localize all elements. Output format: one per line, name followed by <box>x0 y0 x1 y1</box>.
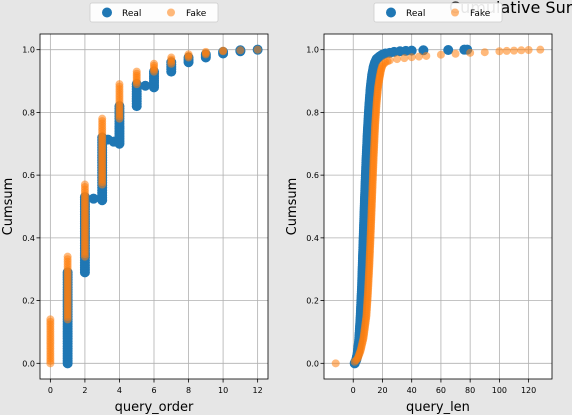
data-point <box>466 48 475 57</box>
x-tick-label: 0 <box>48 386 53 395</box>
x-tick-label: 4 <box>117 386 122 395</box>
data-point <box>150 59 158 68</box>
data-point <box>510 46 518 55</box>
data-point <box>451 49 460 58</box>
legend-marker-real <box>102 7 112 18</box>
legend-marker-real <box>386 7 396 18</box>
y-tick-label: 0.2 <box>22 297 35 306</box>
axes-frame <box>39 33 269 380</box>
legend-box <box>89 2 219 23</box>
x-axis-label: query_len <box>406 400 470 415</box>
data-point <box>400 54 409 63</box>
y-axis-label: Cumsum <box>1 178 16 236</box>
subplot-query-order: 0 2 4 6 8 10 12 0.0 0.2 0.4 0.6 0.8 1.0 query_order Cu… <box>1 2 269 415</box>
legend-box <box>373 2 503 23</box>
data-point <box>443 44 454 55</box>
x-tick-label: 0 <box>351 386 356 395</box>
legend: Real Fake <box>373 2 503 23</box>
data-point <box>140 80 151 91</box>
x-axis-label: query_order <box>115 400 194 415</box>
data-point <box>184 50 193 59</box>
x-tick-label: 80 <box>465 386 475 395</box>
data-point <box>167 53 176 62</box>
x-tick-label: 8 <box>186 386 191 395</box>
y-tick-label: 0.4 <box>22 234 35 243</box>
y-tick-label: 0.8 <box>306 108 319 117</box>
axes-frame <box>323 33 553 380</box>
series-fake <box>331 45 545 368</box>
data-point <box>63 252 72 261</box>
legend-marker-fake <box>451 8 459 17</box>
data-point <box>385 56 394 65</box>
legend-label-fake: Fake <box>186 9 207 19</box>
legend-marker-fake <box>167 8 175 17</box>
data-point <box>415 52 423 61</box>
data-point <box>393 55 402 64</box>
x-tick-label: 6 <box>151 386 156 395</box>
x-tick-label: 40 <box>407 386 417 395</box>
data-point <box>524 45 533 54</box>
data-point <box>236 46 245 55</box>
data-point <box>436 50 445 59</box>
legend-label-fake: Fake <box>470 9 491 19</box>
y-tick-label: 0.6 <box>22 171 35 180</box>
x-tick-label: 12 <box>253 386 263 395</box>
x-tick-label: 60 <box>436 386 446 395</box>
data-point <box>406 45 417 56</box>
x-tick-label: 120 <box>521 386 536 395</box>
x-tick-label: 20 <box>377 386 387 395</box>
y-tick-label: 0.0 <box>22 359 35 368</box>
y-tick-label: 0.4 <box>306 234 319 243</box>
data-point <box>115 80 124 89</box>
data-point <box>80 180 89 189</box>
data-point <box>495 47 504 56</box>
data-point <box>502 46 511 55</box>
data-point <box>331 359 340 368</box>
y-tick-label: 0.2 <box>306 297 319 306</box>
legend: Real Fake <box>89 2 219 23</box>
data-point <box>480 48 489 57</box>
subplot-query-len: 0 20 40 60 80 100 120 0.0 0.2 0.4 0.6 0.8 1.0 query_l… <box>285 2 553 415</box>
x-tick-label: 2 <box>82 386 87 395</box>
data-point <box>253 45 262 54</box>
y-tick-label: 0.0 <box>306 359 319 368</box>
y-tick-label: 0.6 <box>306 171 319 180</box>
series-fake <box>46 45 262 368</box>
data-point <box>536 45 545 54</box>
x-tick-label: 100 <box>492 386 507 395</box>
data-point <box>88 193 99 204</box>
x-tick-label: 10 <box>218 386 228 395</box>
y-tick-label: 1.0 <box>306 46 319 55</box>
y-tick-label: 1.0 <box>22 46 35 55</box>
legend-label-real: Real <box>406 9 425 19</box>
data-point <box>98 114 107 123</box>
data-point <box>46 315 55 324</box>
data-point <box>517 46 526 55</box>
data-point <box>219 46 228 55</box>
data-point <box>407 53 416 62</box>
legend-label-real: Real <box>122 9 141 19</box>
data-point <box>132 67 141 76</box>
y-tick-label: 0.8 <box>22 108 35 117</box>
data-point <box>201 47 210 56</box>
y-axis-label: Cumsum <box>285 178 300 236</box>
data-point <box>422 51 431 60</box>
